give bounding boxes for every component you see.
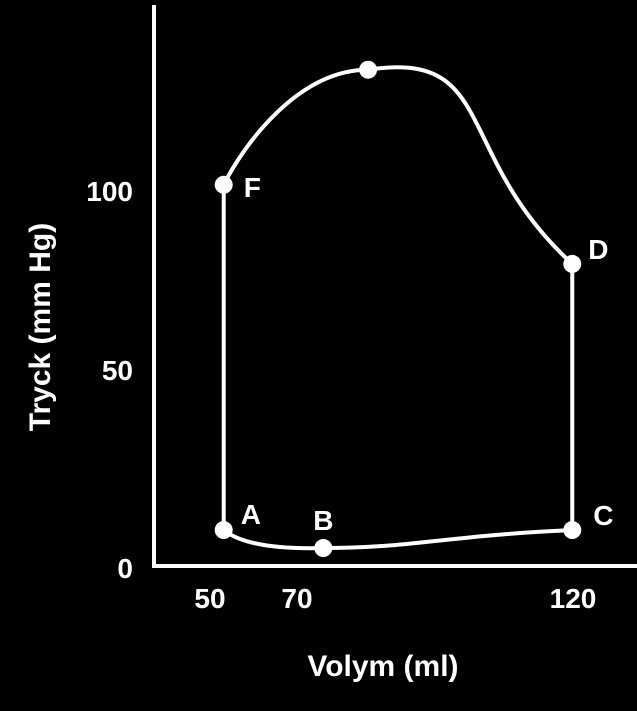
y-axis-label: Tryck (mm Hg) — [24, 223, 57, 431]
y-tick-label: 0 — [117, 553, 133, 584]
y-tick-label: 100 — [86, 176, 133, 207]
x-axis-label: Volym (ml) — [307, 650, 458, 683]
x-tick-label: 50 — [194, 583, 225, 614]
point-label-c: C — [593, 500, 613, 531]
point-label-d: D — [588, 234, 608, 265]
x-tick-label: 120 — [550, 583, 597, 614]
point-peak — [359, 60, 378, 79]
point-label-f: F — [244, 172, 261, 203]
point-label-b: B — [313, 505, 333, 536]
point-f — [214, 175, 233, 194]
point-c — [563, 521, 582, 540]
point-b — [314, 539, 333, 558]
point-label-a: A — [241, 499, 261, 530]
x-tick-label: 70 — [281, 583, 312, 614]
data-points: A B C D F — [214, 60, 614, 558]
y-tick-label: 50 — [102, 355, 133, 386]
point-a — [214, 521, 233, 540]
point-d — [563, 254, 582, 273]
